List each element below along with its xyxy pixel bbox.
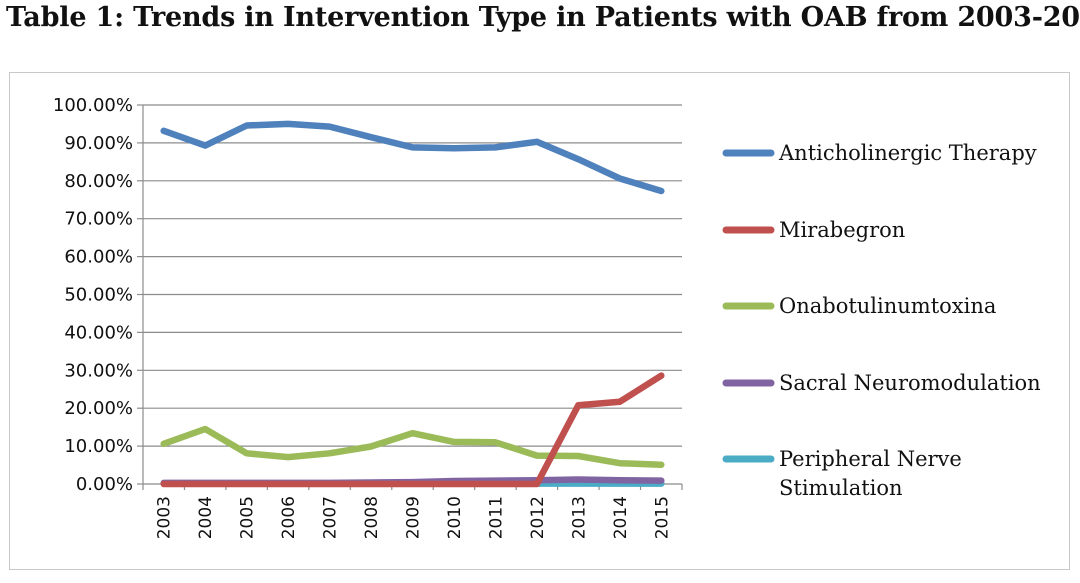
x-tick-label: 2007 [321, 496, 341, 539]
series-line [160, 120, 665, 195]
x-axis: 2003 2004 2005 2006 2007 2008 2009 2010 2011 2012… [142, 484, 683, 539]
y-tick-label: 60.00% [64, 247, 133, 268]
legend-label: Peripheral Nerve Stimulation [779, 447, 962, 500]
y-tick-label: 10.00% [64, 436, 133, 457]
y-tick-label: 40.00% [64, 322, 133, 343]
y-tick-label: 70.00% [64, 209, 133, 230]
x-tick-label: 2004 [196, 496, 216, 539]
y-tick-label: 90.00% [64, 133, 133, 154]
y-tick-label: 100.00% [53, 95, 133, 116]
x-tick-label: 2012 [528, 496, 548, 539]
x-tick-label: 2006 [279, 496, 299, 539]
x-tick-label: 2011 [486, 496, 506, 539]
y-axis: 0.00% 10.00% 20.00% 30.00% 40.00% 50.00% 60.00… [53, 95, 144, 495]
series-lines [160, 120, 665, 488]
legend-label: Mirabegron [779, 218, 905, 242]
x-tick-label: 2015 [652, 496, 672, 539]
x-tick-label: 2010 [445, 496, 465, 539]
x-tick-label: 2014 [611, 496, 631, 539]
y-tick-label: 20.00% [64, 398, 133, 419]
legend-label: Anticholinergic Therapy [778, 141, 1037, 165]
y-tick-label: 0.00% [76, 474, 133, 495]
legend: Anticholinergic Therapy Mirabegron Onabotu… [722, 141, 1041, 500]
y-tick-label: 30.00% [64, 360, 133, 381]
series-line [160, 425, 665, 468]
x-tick-label: 2008 [362, 496, 382, 539]
x-tick-label: 2013 [569, 496, 589, 539]
legend-label: Sacral Neuromodulation [779, 371, 1041, 395]
series-line [160, 372, 665, 488]
y-tick-label: 80.00% [64, 171, 133, 192]
chart-title: Table 1: Trends in Intervention Type in … [6, 2, 1080, 33]
chart-frame [9, 72, 1070, 570]
legend-label: Onabotulinumtoxina [779, 294, 996, 318]
gridlines [143, 104, 682, 485]
x-tick-label: 2003 [155, 496, 175, 539]
x-tick-label: 2005 [238, 496, 258, 539]
x-tick-label: 2009 [404, 496, 424, 539]
y-tick-label: 50.00% [64, 285, 133, 306]
